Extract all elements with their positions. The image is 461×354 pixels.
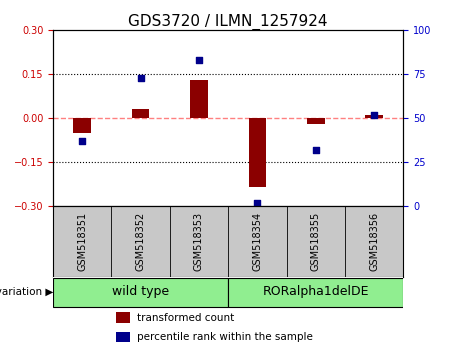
Bar <box>190 80 208 118</box>
Bar <box>116 312 130 323</box>
Text: wild type: wild type <box>112 285 169 298</box>
Bar <box>228 278 403 307</box>
Text: GSM518352: GSM518352 <box>136 212 146 271</box>
Point <box>137 75 144 80</box>
Point <box>371 112 378 118</box>
Bar <box>248 118 266 187</box>
Text: GSM518355: GSM518355 <box>311 212 321 271</box>
Text: RORalpha1delDE: RORalpha1delDE <box>262 285 369 298</box>
Bar <box>73 118 91 133</box>
Bar <box>116 332 130 342</box>
Bar <box>366 115 383 118</box>
Point <box>195 57 203 63</box>
Text: transformed count: transformed count <box>137 313 234 323</box>
Text: GSM518356: GSM518356 <box>369 212 379 271</box>
Text: GSM518354: GSM518354 <box>252 212 262 271</box>
Text: GSM518353: GSM518353 <box>194 212 204 271</box>
Bar <box>132 109 149 118</box>
Text: genotype/variation ▶: genotype/variation ▶ <box>0 287 53 297</box>
Text: percentile rank within the sample: percentile rank within the sample <box>137 332 313 342</box>
Text: GSM518351: GSM518351 <box>77 212 87 271</box>
Bar <box>307 118 325 124</box>
Point <box>312 147 319 153</box>
Title: GDS3720 / ILMN_1257924: GDS3720 / ILMN_1257924 <box>129 14 328 30</box>
Bar <box>53 278 228 307</box>
Point <box>78 138 86 144</box>
Point <box>254 200 261 205</box>
